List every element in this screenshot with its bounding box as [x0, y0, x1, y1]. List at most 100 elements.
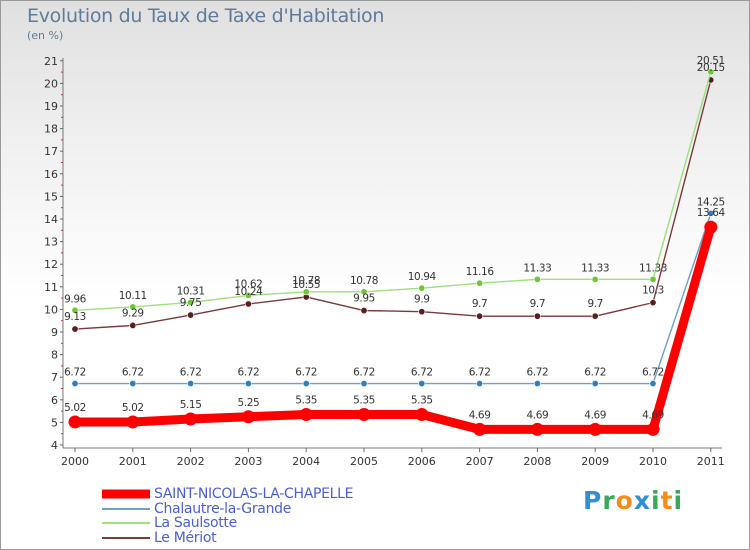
data-point: [302, 380, 310, 388]
series-line-0: [70, 222, 716, 434]
data-point: [299, 407, 313, 421]
y-tick-label: 8: [51, 349, 58, 362]
data-label: 4.69: [469, 409, 491, 421]
y-tick-label: 6: [51, 394, 58, 407]
data-label: 6.72: [295, 367, 317, 379]
x-tick-label: 2000: [61, 455, 89, 468]
data-point: [357, 407, 371, 421]
data-point: [533, 380, 541, 388]
data-label: 9.7: [472, 298, 488, 310]
data-label: 6.72: [64, 367, 86, 379]
data-point: [244, 291, 252, 299]
data-point: [71, 380, 79, 388]
data-point: [473, 422, 487, 436]
data-point: [187, 380, 195, 388]
y-tick-label: 16: [44, 168, 58, 181]
data-label: 6.72: [122, 367, 144, 379]
data-label: 9.75: [180, 297, 202, 309]
data-label: 5.15: [180, 399, 202, 411]
data-point: [241, 410, 255, 424]
x-tick-label: 2011: [697, 455, 725, 468]
data-label: 6.72: [411, 367, 433, 379]
x-tick-label: 2010: [639, 455, 667, 468]
series-layer: [68, 68, 718, 436]
data-label: 11.33: [639, 262, 667, 274]
data-label: 5.02: [64, 402, 86, 414]
data-point: [476, 312, 484, 320]
y-tick-label: 17: [44, 145, 58, 158]
data-point: [533, 312, 541, 320]
data-label: 10.62: [234, 278, 262, 290]
chart-title: Evolution du Taux de Taxe d'Habitation: [27, 5, 385, 27]
y-tick-label: 4: [51, 439, 58, 452]
data-label: 10.94: [408, 271, 437, 283]
data-label: 20.51: [697, 55, 725, 67]
data-point: [415, 407, 429, 421]
data-label: 6.72: [180, 367, 202, 379]
y-tick-label: 11: [44, 281, 58, 294]
data-point: [68, 415, 82, 429]
data-point: [707, 209, 715, 217]
data-label: 9.7: [530, 298, 546, 310]
data-label: 10.24: [234, 286, 263, 298]
data-point: [649, 275, 657, 283]
y-tick-label: 20: [44, 77, 58, 90]
x-tick-label: 2007: [466, 455, 494, 468]
data-point: [591, 380, 599, 388]
data-point: [530, 422, 544, 436]
data-label: 11.33: [523, 262, 551, 274]
data-label: 5.35: [353, 394, 375, 406]
data-point: [418, 308, 426, 316]
series-line-2: [74, 71, 712, 312]
data-label: 4.69: [527, 409, 549, 421]
data-label: 6.72: [469, 367, 491, 379]
data-point: [129, 303, 137, 311]
data-label: 13.64: [697, 207, 726, 219]
legend-label-le-meriot: Le Mériot: [154, 530, 217, 546]
x-tick-label: 2004: [292, 455, 320, 468]
data-label: 9.95: [353, 293, 375, 305]
x-tick-label: 2008: [523, 455, 551, 468]
data-label: 10.11: [119, 290, 147, 302]
legend-label-saint-nicolas: SAINT-NICOLAS-LA-CHAPELLE: [154, 486, 354, 502]
data-point: [184, 412, 198, 426]
x-tick-label: 2002: [177, 455, 205, 468]
data-point: [187, 298, 195, 306]
data-label: 9.13: [64, 311, 86, 323]
data-point: [302, 288, 310, 296]
data-label: 10.31: [177, 285, 205, 297]
data-point: [129, 321, 137, 329]
data-label: 6.72: [353, 367, 375, 379]
y-tick-label: 14: [44, 213, 58, 226]
data-label: 11.33: [581, 262, 609, 274]
y-tick-label: 21: [44, 55, 58, 68]
data-point: [646, 422, 660, 436]
data-point: [187, 311, 195, 319]
data-point: [360, 380, 368, 388]
data-label: 10.78: [292, 275, 320, 287]
data-point: [476, 380, 484, 388]
y-tick-label: 13: [44, 236, 58, 249]
data-label: 5.02: [122, 402, 144, 414]
data-label: 11.16: [466, 266, 495, 278]
legend-label-la-saulsotte: La Saulsotte: [154, 515, 237, 531]
x-tick-label: 2006: [408, 455, 436, 468]
y-tick-label: 9: [51, 326, 58, 339]
legend: [102, 489, 150, 539]
data-point: [244, 300, 252, 308]
proxiti-logo: Proxiti: [583, 486, 684, 515]
x-tick-label: 2005: [350, 455, 378, 468]
data-point: [71, 306, 79, 314]
x-tick-label: 2001: [119, 455, 147, 468]
data-label: 20.15: [697, 62, 725, 74]
legend-label-chalautre: Chalautre-la-Grande: [154, 501, 292, 517]
data-label: 6.72: [238, 367, 260, 379]
data-point: [704, 220, 718, 234]
data-point: [360, 307, 368, 315]
data-label: 6.72: [527, 367, 549, 379]
axes: 4 5 6 7 8 9 10 11 12 13 14 15 16 17 18 19 20 21 2000 2001 20…: [44, 55, 725, 468]
y-tick-label: 5: [51, 416, 58, 429]
data-point: [591, 275, 599, 283]
data-label: 10.78: [350, 275, 378, 287]
data-label: 4.69: [642, 409, 664, 421]
